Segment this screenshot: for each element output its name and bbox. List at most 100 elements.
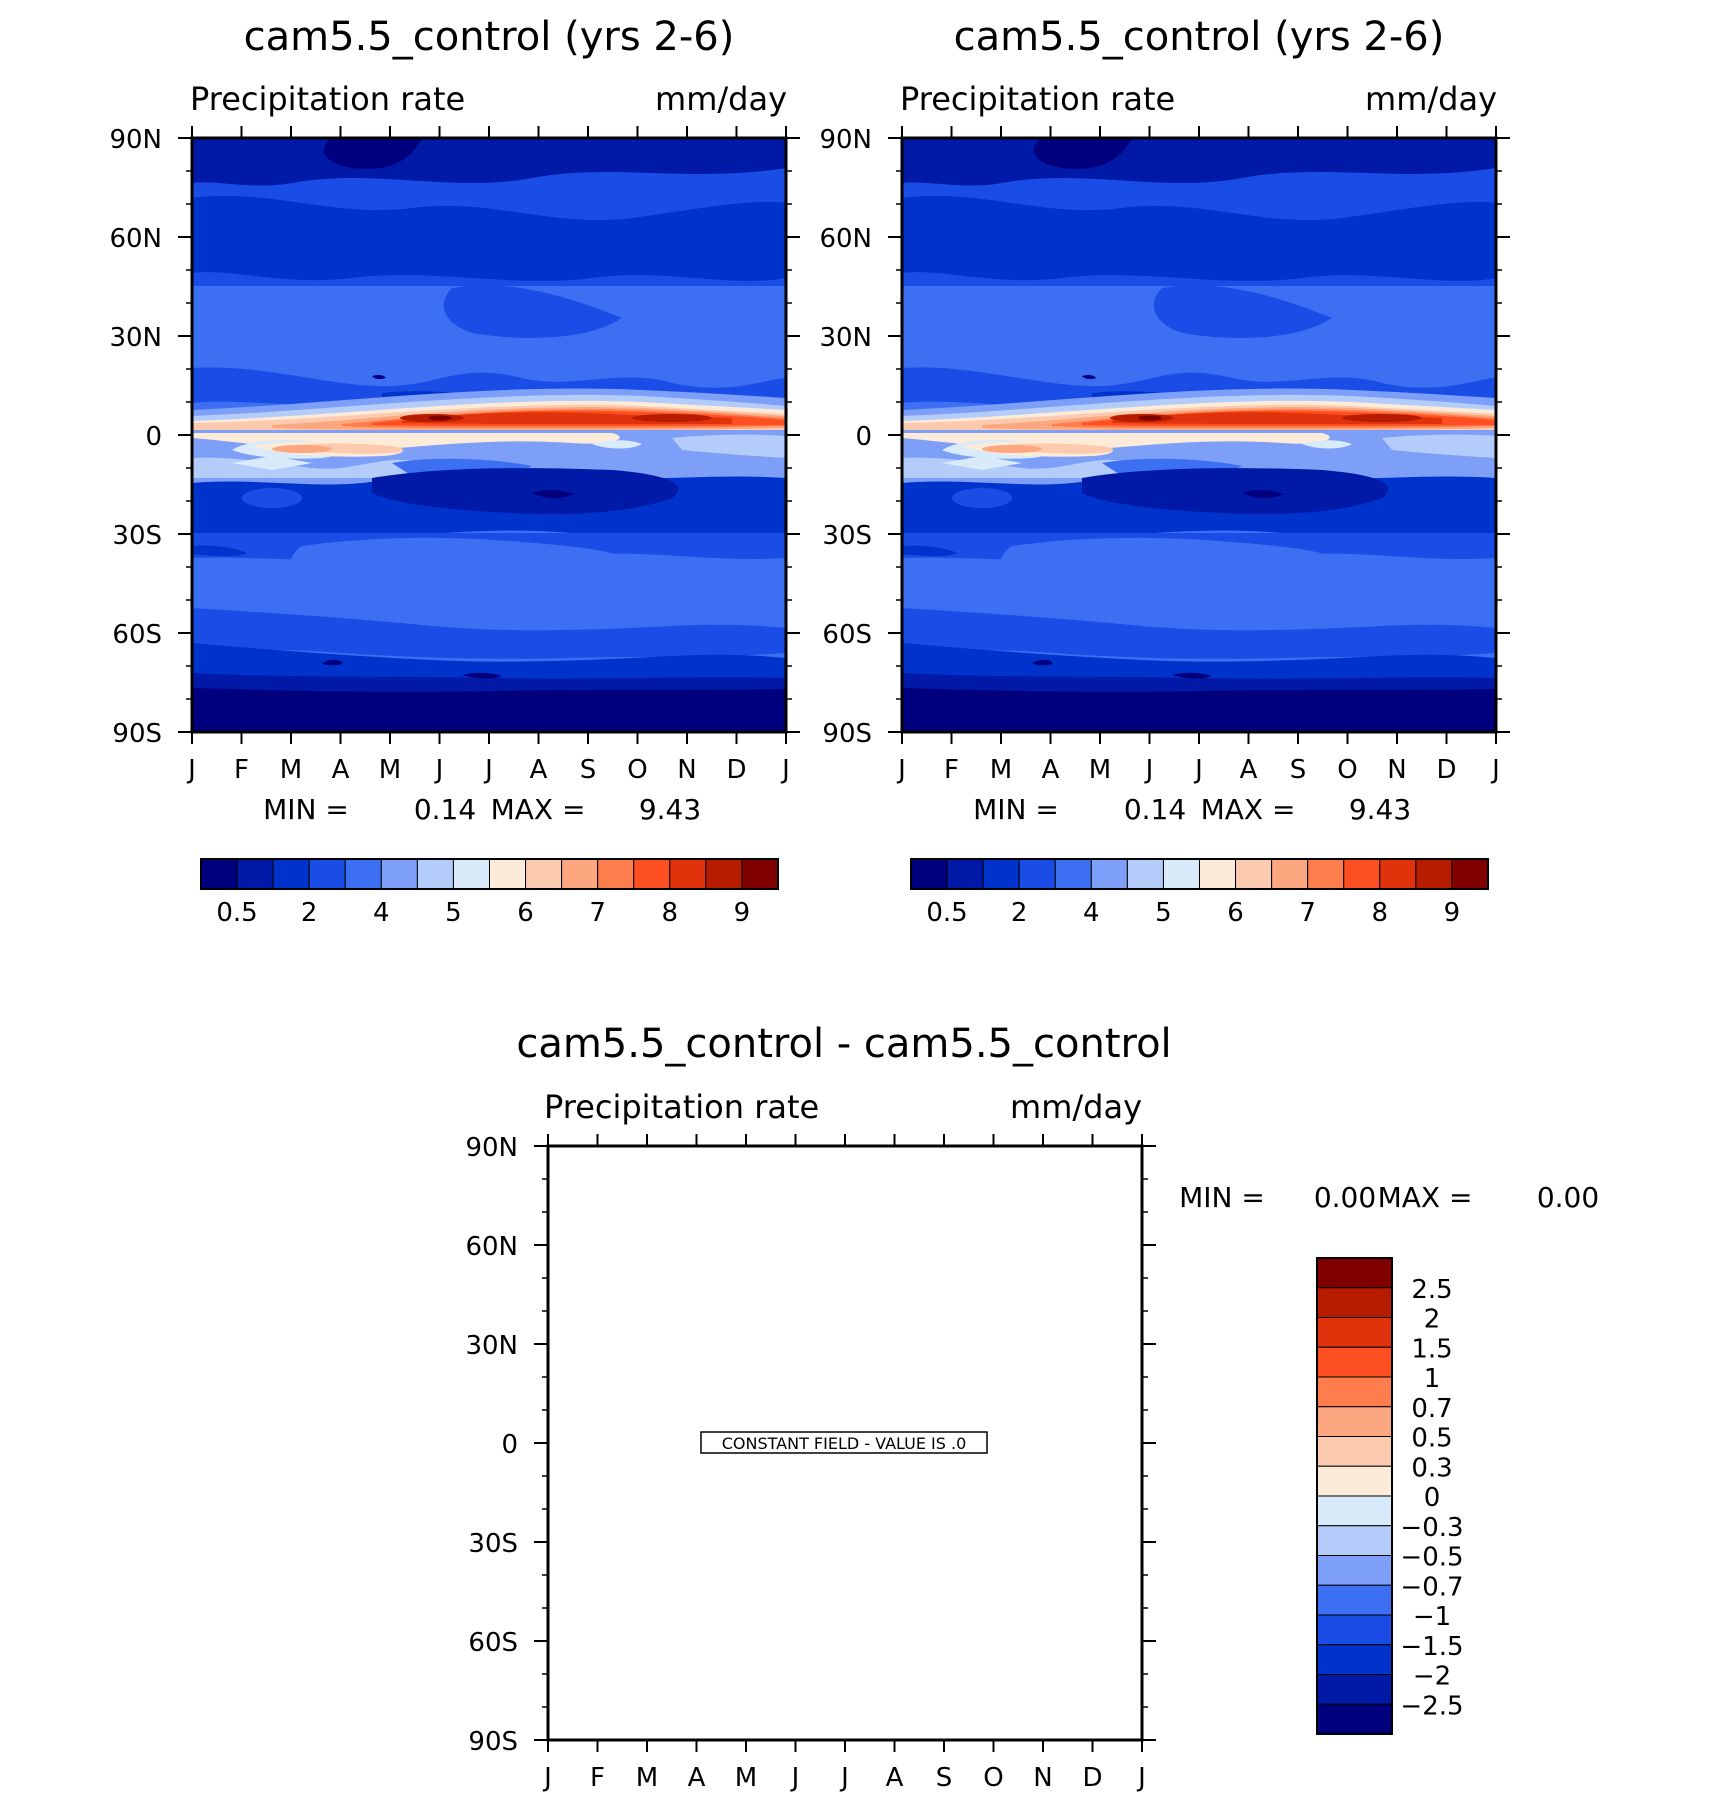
colorbar-swatch xyxy=(705,858,743,890)
y-tick-label: 60S xyxy=(822,620,872,650)
x-tick-label: A xyxy=(530,755,548,785)
colorbar-label: 1.5 xyxy=(1411,1334,1452,1364)
panel-subtitle-left: Precipitation rate xyxy=(544,1088,819,1126)
y-tick-label: 60N xyxy=(465,1232,518,1262)
x-tick-label: J xyxy=(483,755,493,785)
colorbar-label: 9 xyxy=(1444,898,1461,928)
precip-panel-right: cam5.5_control (yrs 2-6) Precipitation r… xyxy=(819,14,1510,928)
stats-min-label: MIN = xyxy=(973,793,1059,826)
colorbar-swatch xyxy=(1316,1525,1393,1556)
x-tick-label: M xyxy=(735,1763,757,1793)
colorbar-label: −0.3 xyxy=(1400,1513,1463,1543)
colorbar-label: 0.3 xyxy=(1411,1453,1452,1483)
x-tick-label: J xyxy=(542,1763,552,1793)
colorbar-label: −2.5 xyxy=(1400,1691,1463,1721)
stats-min-value: 0.14 xyxy=(414,793,476,826)
colorbar-swatch xyxy=(344,858,382,890)
colorbar-swatch xyxy=(1235,858,1273,890)
x-tick-label: J xyxy=(1193,755,1203,785)
panel-subtitle-left: Precipitation rate xyxy=(900,80,1175,118)
colorbar-swatch xyxy=(380,858,418,890)
colorbar-swatch xyxy=(1307,858,1345,890)
y-tick-label: 90N xyxy=(109,125,162,155)
x-tick-label: J xyxy=(186,755,196,785)
colorbar-label: 6 xyxy=(1227,898,1244,928)
panel-title: cam5.5_control - cam5.5_control xyxy=(516,1021,1171,1067)
colorbar-frame xyxy=(1316,1257,1393,1735)
panel-subtitle-right: mm/day xyxy=(655,80,787,118)
colorbar-swatch xyxy=(308,858,346,890)
colorbar-label: −0.7 xyxy=(1400,1572,1463,1602)
x-tick-label: A xyxy=(1042,755,1060,785)
colorbar-swatch xyxy=(489,858,527,890)
colorbar: 0.5 2 4 5 6 7 8 9 xyxy=(200,858,779,928)
x-tick-label: J xyxy=(1144,755,1154,785)
x-tick-label: S xyxy=(580,755,597,785)
stats-min-label: MIN = xyxy=(1179,1181,1265,1214)
colorbar-label: 8 xyxy=(662,898,679,928)
x-tick-label: O xyxy=(1337,755,1357,785)
y-tick-label: 90N xyxy=(819,125,872,155)
x-tick-label: M xyxy=(1089,755,1111,785)
y-tick-label: 60S xyxy=(468,1628,518,1658)
colorbar-swatch xyxy=(1018,858,1056,890)
colorbar-swatch xyxy=(1316,1614,1393,1646)
colorbar-swatch xyxy=(1316,1644,1393,1675)
colorbar-label: −1.5 xyxy=(1400,1632,1463,1662)
panel-subtitle-right: mm/day xyxy=(1365,80,1497,118)
panel-title: cam5.5_control (yrs 2-6) xyxy=(244,14,735,60)
x-tick-label: M xyxy=(379,755,401,785)
colorbar-swatch xyxy=(1316,1376,1393,1408)
y-tick-label: 30N xyxy=(109,323,162,353)
x-tick-label: O xyxy=(983,1763,1003,1793)
colorbar: 2.521.510.70.50.30−0.3−0.5−0.7−1−1.5−2−2… xyxy=(1316,1257,1464,1735)
colorbar-swatch xyxy=(561,858,599,890)
colorbar-swatch xyxy=(1090,858,1128,890)
x-tick-label: A xyxy=(1240,755,1258,785)
x-tick-label: M xyxy=(280,755,302,785)
y-tick-label: 30S xyxy=(112,521,162,551)
panel-subtitle-right: mm/day xyxy=(1010,1088,1142,1126)
x-tick-label: A xyxy=(886,1763,904,1793)
y-tick-label: 0 xyxy=(145,422,162,452)
colorbar-swatch xyxy=(1415,858,1453,890)
y-tick-label: 60N xyxy=(109,224,162,254)
colorbar-swatch xyxy=(597,858,635,890)
x-tick-label: M xyxy=(636,1763,658,1793)
contour-field xyxy=(902,138,1496,732)
y-tick-label: 30N xyxy=(465,1331,518,1361)
stats-max-value: 9.43 xyxy=(1349,793,1411,826)
colorbar-swatch xyxy=(200,858,238,890)
colorbar-swatch xyxy=(236,858,274,890)
y-tick-label: 60S xyxy=(112,620,162,650)
x-tick-label: J xyxy=(1490,755,1500,785)
colorbar-frame xyxy=(910,858,1489,890)
colorbar-label: 6 xyxy=(517,898,534,928)
y-tick-label: 90S xyxy=(112,719,162,749)
colorbar-label: −0.5 xyxy=(1400,1543,1463,1573)
colorbar-label: 2 xyxy=(1424,1305,1441,1335)
colorbar-label: −2 xyxy=(1413,1662,1451,1692)
y-tick-label: 0 xyxy=(501,1430,518,1460)
colorbar-swatch xyxy=(525,858,563,890)
colorbar-swatch xyxy=(416,858,454,890)
colorbar-label: 5 xyxy=(445,898,462,928)
colorbar-swatch xyxy=(1316,1584,1393,1616)
x-tick-label: J xyxy=(896,755,906,785)
x-tick-label: J xyxy=(780,755,790,785)
colorbar: 0.5 2 4 5 6 7 8 9 xyxy=(910,858,1489,928)
constant-field-box xyxy=(700,1431,988,1454)
x-tick-label: F xyxy=(234,755,249,785)
colorbar-label: 4 xyxy=(373,898,390,928)
colorbar-label: 5 xyxy=(1155,898,1172,928)
x-tick-label: D xyxy=(1082,1763,1102,1793)
stats-max-label: MAX = xyxy=(491,793,586,826)
colorbar-swatch xyxy=(982,858,1020,890)
difference-panel: cam5.5_control - cam5.5_control Precipit… xyxy=(465,1021,1599,1793)
colorbar-swatch xyxy=(1316,1436,1393,1467)
colorbar-label: 0.5 xyxy=(1411,1424,1452,1454)
colorbar-swatch xyxy=(1199,858,1237,890)
